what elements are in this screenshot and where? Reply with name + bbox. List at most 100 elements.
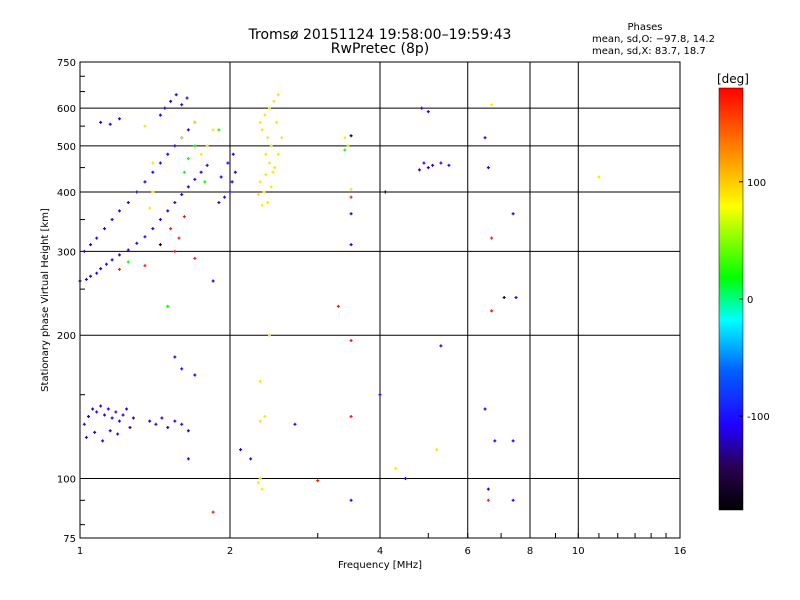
- data-point: [417, 168, 421, 172]
- data-point: [84, 277, 88, 281]
- data-point: [166, 304, 170, 308]
- data-point: [154, 422, 158, 426]
- x-tick-label: 16: [674, 546, 687, 557]
- data-point: [349, 134, 353, 138]
- data-point: [117, 253, 121, 257]
- data-point: [126, 201, 130, 205]
- data-point: [280, 136, 284, 140]
- data-point: [143, 235, 147, 239]
- data-point: [511, 439, 515, 443]
- data-point: [193, 120, 197, 124]
- data-point: [511, 212, 515, 216]
- data-point: [264, 173, 268, 177]
- data-point: [193, 177, 197, 181]
- data-point: [95, 271, 99, 275]
- data-point: [180, 193, 184, 197]
- data-point: [143, 124, 147, 128]
- y-axis-label: Stationary phase Virtual Height [km]: [40, 208, 51, 392]
- data-point: [186, 429, 190, 433]
- data-point: [260, 128, 264, 132]
- data-point: [483, 136, 487, 140]
- data-point: [110, 416, 114, 420]
- grid: [80, 62, 680, 538]
- x-tick-label: 8: [527, 546, 533, 557]
- data-point: [117, 419, 121, 423]
- data-point: [271, 170, 275, 174]
- data-point: [349, 414, 353, 418]
- data-point: [173, 144, 177, 148]
- data-point: [93, 430, 97, 434]
- y-tick-label: 600: [57, 104, 76, 115]
- data-point: [226, 161, 230, 165]
- data-point: [126, 248, 130, 252]
- phase-stats-title: Phases: [627, 22, 663, 33]
- data-point: [103, 413, 107, 417]
- colorbar-tick-label: 100: [747, 178, 766, 189]
- data-point: [186, 128, 190, 132]
- data-point: [256, 481, 260, 485]
- data-point: [131, 416, 135, 420]
- x-axis-label: Frequency [MHz]: [338, 560, 422, 571]
- data-point: [158, 113, 162, 117]
- data-point: [99, 404, 103, 408]
- phase-stat-x-mode: mean, sd,X: 83.7, 18.7: [592, 46, 706, 57]
- colorbar-tick-label: -100: [747, 412, 770, 423]
- data-point: [166, 209, 170, 213]
- data-point: [158, 161, 162, 165]
- data-point: [166, 425, 170, 429]
- data-point: [219, 175, 223, 179]
- data-point: [173, 249, 177, 253]
- data-point: [110, 218, 114, 222]
- data-point: [267, 106, 271, 110]
- data-point: [186, 457, 190, 461]
- data-point: [89, 274, 93, 278]
- data-point: [193, 256, 197, 260]
- data-point: [158, 218, 162, 222]
- data-point: [269, 185, 273, 189]
- data-point: [211, 279, 215, 283]
- data-point: [169, 99, 173, 103]
- data-point: [160, 416, 164, 420]
- data-point: [205, 163, 209, 167]
- data-point: [180, 136, 184, 140]
- data-point: [239, 448, 243, 452]
- data-point: [426, 166, 430, 170]
- data-point: [349, 498, 353, 502]
- data-point: [193, 144, 197, 148]
- y-tick-label: 400: [57, 188, 76, 199]
- data-point: [263, 414, 267, 418]
- data-point: [116, 432, 120, 436]
- data-point: [266, 201, 270, 205]
- data-point: [233, 170, 237, 174]
- data-point: [228, 190, 232, 194]
- chart-subtitle: RwPretec (8p): [330, 41, 430, 57]
- data-point: [490, 103, 494, 107]
- data-point: [180, 422, 184, 426]
- data-point: [211, 128, 215, 132]
- data-point: [217, 201, 221, 205]
- data-point: [99, 267, 103, 271]
- data-point: [199, 170, 203, 174]
- data-point: [403, 477, 407, 481]
- data-point: [231, 152, 235, 156]
- data-point: [316, 479, 320, 483]
- data-point: [186, 157, 190, 161]
- data-point: [173, 419, 177, 423]
- data-point: [260, 203, 264, 207]
- x-tick-label: 1: [77, 546, 83, 557]
- phase-colorbar: [deg] 100 0 -100: [717, 72, 770, 511]
- data-point: [108, 122, 112, 126]
- data-point: [486, 498, 490, 502]
- data-point: [151, 190, 155, 194]
- data-point: [230, 180, 234, 184]
- data-point: [151, 161, 155, 165]
- data-point: [173, 201, 177, 205]
- data-point: [258, 419, 262, 423]
- y-tick-label: 200: [57, 331, 76, 342]
- data-point: [267, 161, 271, 165]
- data-point: [263, 113, 267, 117]
- data-point: [258, 379, 262, 383]
- data-point: [349, 243, 353, 247]
- data-point: [103, 227, 107, 231]
